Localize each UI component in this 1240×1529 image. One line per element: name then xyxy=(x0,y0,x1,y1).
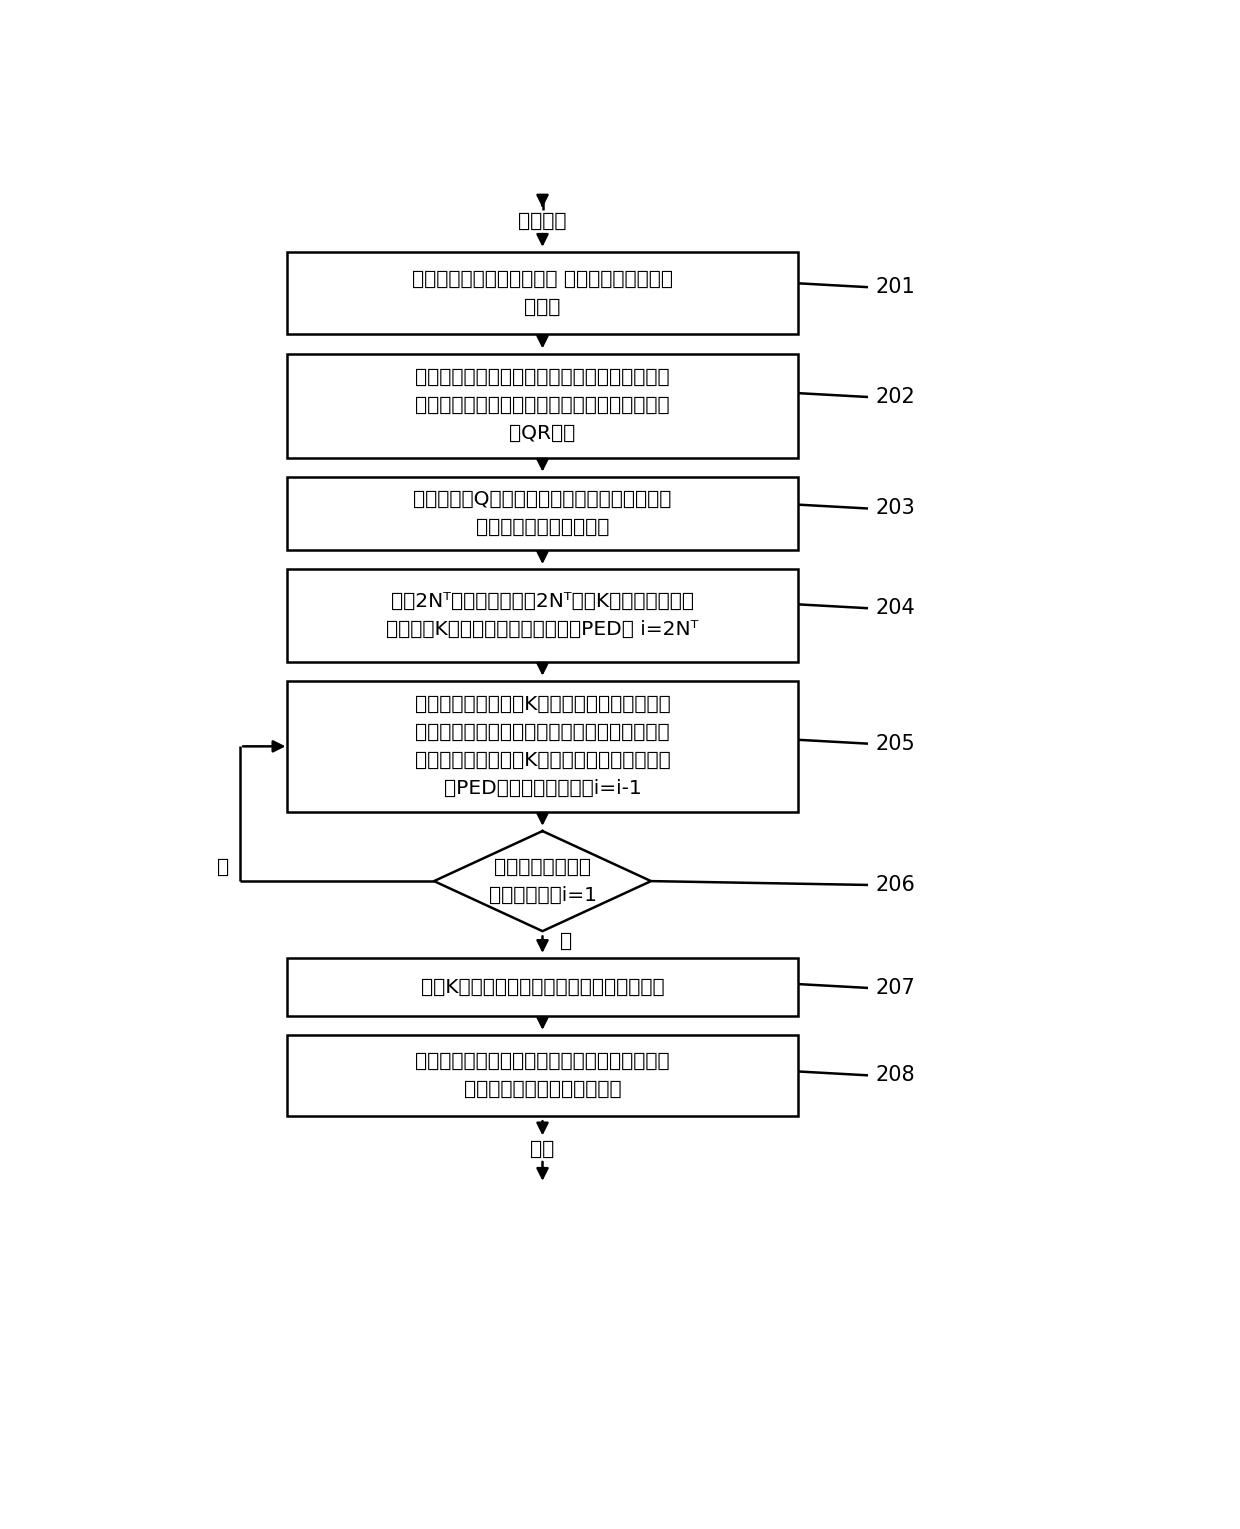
Text: 207: 207 xyxy=(875,979,915,998)
Text: 203: 203 xyxy=(875,498,915,518)
Text: 201: 201 xyxy=(875,277,915,297)
Bar xyxy=(286,477,799,550)
Text: 对接收向量做平移与缩放， 得到平移缩放后的接
收向量: 对接收向量做平移与缩放， 得到平移缩放后的接 收向量 xyxy=(412,269,673,317)
Text: 对该节点左乘变换矩阵后，通过越界控制，再进
行平移与缩放，获得检测结果: 对该节点左乘变换矩阵后，通过越界控制，再进 行平移与缩放，获得检测结果 xyxy=(415,1052,670,1099)
Text: 从第2Nᵀ层开始，找到第2Nᵀ层的K个最佳节点，并
且计算这K个最佳的子节点所对应的PED， i=2Nᵀ: 从第2Nᵀ层开始，找到第2Nᵀ层的K个最佳节点，并 且计算这K个最佳的子节点所对… xyxy=(387,592,698,639)
Bar xyxy=(286,353,799,457)
Bar xyxy=(286,680,799,812)
Text: 输出: 输出 xyxy=(531,1139,554,1159)
Text: 否: 否 xyxy=(217,858,229,878)
Text: 204: 204 xyxy=(875,598,915,618)
Text: 206: 206 xyxy=(875,875,915,894)
Text: 202: 202 xyxy=(875,387,915,407)
Bar xyxy=(286,1035,799,1116)
Polygon shape xyxy=(434,832,651,931)
Text: 选择K个节点中满足一定条件的一个节点输出: 选择K个节点中满足一定条件的一个节点输出 xyxy=(420,977,665,997)
Bar xyxy=(286,252,799,335)
Text: 参数输八: 参数输八 xyxy=(518,211,567,231)
Bar xyxy=(286,569,799,662)
Text: 基于上一步中获得的K个最佳节点，结合父节点
扩展子节点的方法，利用候选最小堆排序算法选
择出该层的上一层的K个最佳节点，并计算相应
的PED，进入上一层，令i=: 基于上一步中获得的K个最佳节点，结合父节点 扩展子节点的方法，利用候选最小堆排序… xyxy=(414,694,671,798)
Bar xyxy=(286,959,799,1015)
Text: 是: 是 xyxy=(559,931,572,951)
Text: 判定是否到达叶子
节点，即是否i=1: 判定是否到达叶子 节点，即是否i=1 xyxy=(489,858,596,905)
Text: 对信道矩阵，通过格基规约算法，获得正交性更
好的信道矩阵以及变换矩阵，并对新的信道矩阵
做QR分解: 对信道矩阵，通过格基规约算法，获得正交性更 好的信道矩阵以及变换矩阵，并对新的信… xyxy=(415,368,670,443)
Text: 205: 205 xyxy=(875,734,915,754)
Text: 208: 208 xyxy=(875,1066,915,1086)
Text: 将所获得的Q矩阵的共轭转置与接收信号相乘，
得到接收信号的均衡信号: 将所获得的Q矩阵的共轭转置与接收信号相乘， 得到接收信号的均衡信号 xyxy=(413,489,672,537)
